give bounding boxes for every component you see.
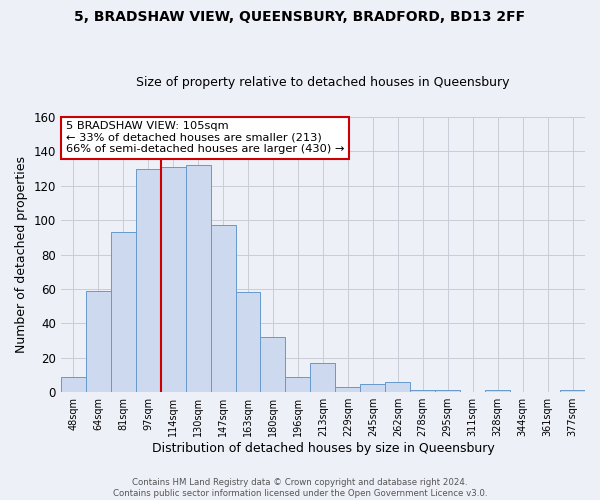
Bar [485, 390, 510, 392]
Bar [310, 363, 335, 392]
Bar [136, 168, 161, 392]
Bar [260, 337, 286, 392]
Y-axis label: Number of detached properties: Number of detached properties [15, 156, 28, 353]
Text: Contains HM Land Registry data © Crown copyright and database right 2024.
Contai: Contains HM Land Registry data © Crown c… [113, 478, 487, 498]
Bar [410, 390, 435, 392]
Bar [236, 292, 260, 392]
Text: 5 BRADSHAW VIEW: 105sqm
← 33% of detached houses are smaller (213)
66% of semi-d: 5 BRADSHAW VIEW: 105sqm ← 33% of detache… [66, 121, 344, 154]
X-axis label: Distribution of detached houses by size in Queensbury: Distribution of detached houses by size … [152, 442, 494, 455]
Bar [61, 376, 86, 392]
Bar [435, 390, 460, 392]
Bar [361, 384, 385, 392]
Bar [161, 167, 185, 392]
Bar [286, 376, 310, 392]
Title: Size of property relative to detached houses in Queensbury: Size of property relative to detached ho… [136, 76, 509, 90]
Bar [211, 226, 236, 392]
Bar [111, 232, 136, 392]
Text: 5, BRADSHAW VIEW, QUEENSBURY, BRADFORD, BD13 2FF: 5, BRADSHAW VIEW, QUEENSBURY, BRADFORD, … [74, 10, 526, 24]
Bar [335, 387, 361, 392]
Bar [86, 290, 111, 392]
Bar [560, 390, 585, 392]
Bar [185, 165, 211, 392]
Bar [385, 382, 410, 392]
